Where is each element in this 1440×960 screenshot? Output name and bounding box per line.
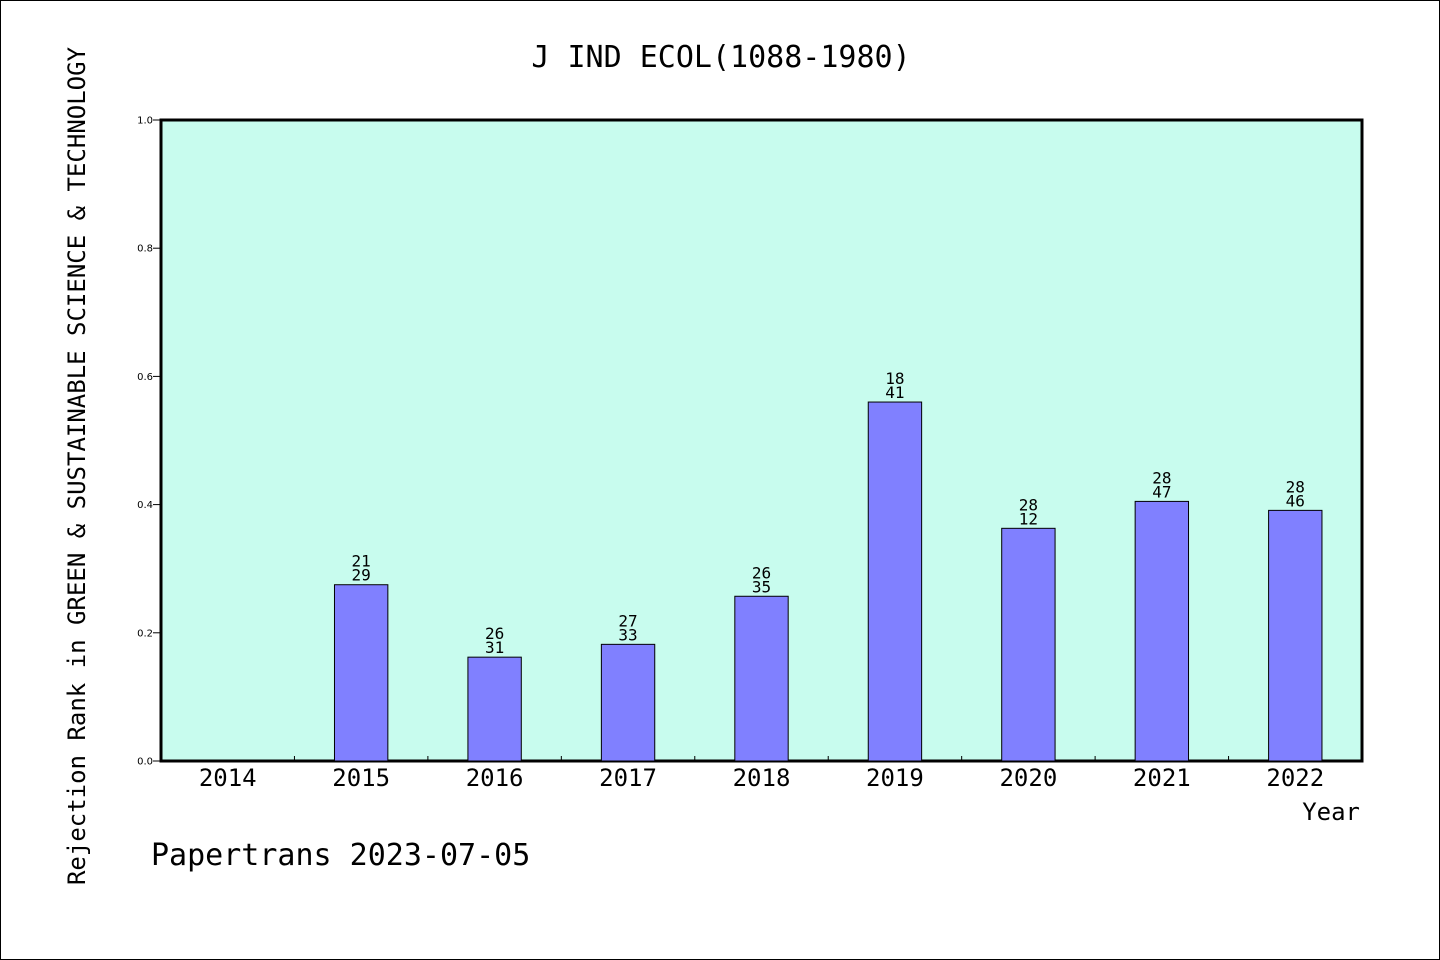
bar-label-bottom: 12 xyxy=(1019,509,1038,528)
bar-label-top: 18 xyxy=(885,369,904,388)
bar-2020 xyxy=(1001,527,1056,762)
y-tick-label: 0.8 xyxy=(137,244,153,255)
bar-label-top: 28 xyxy=(1152,468,1171,487)
x-tick-label: 2020 xyxy=(999,764,1057,792)
bar-label-top: 26 xyxy=(752,563,771,582)
footer-credit: Papertrans 2023-07-05 xyxy=(151,838,530,873)
bar-2018 xyxy=(734,595,789,762)
chart-title: J IND ECOL(1088-1980) xyxy=(531,40,910,75)
bar-label-top: 21 xyxy=(352,552,371,571)
bar-label-top: 28 xyxy=(1019,495,1038,514)
bars-group xyxy=(333,401,1323,762)
bar-label-bottom: 47 xyxy=(1152,482,1171,501)
bar-label-top: 28 xyxy=(1286,477,1305,496)
x-tick-label: 2018 xyxy=(733,764,791,792)
y-tick-label: 0.0 xyxy=(137,757,153,768)
x-tick-label: 2016 xyxy=(466,764,524,792)
x-tick-label: 2021 xyxy=(1133,764,1191,792)
y-axis-label: Rejection Rank in GREEN & SUSTAINABLE SC… xyxy=(63,46,91,885)
y-tick-label: 0.2 xyxy=(137,628,153,639)
bar-label-bottom: 33 xyxy=(618,625,637,644)
x-axis: 2014 2015 2016 2017 2018 2019 2020 2021 2022 xyxy=(199,756,1324,792)
y-tick-label: 0.4 xyxy=(137,500,153,511)
y-axis: 0.0 0.2 0.4 0.6 0.8 1.0 xyxy=(137,116,161,768)
y-tick-label: 1.0 xyxy=(137,116,153,127)
bar-2017 xyxy=(600,643,656,762)
y-tick-label: 0.6 xyxy=(137,372,153,383)
bar-2021 xyxy=(1134,500,1190,762)
bar-label-bottom: 29 xyxy=(352,566,371,585)
bar-2019 xyxy=(867,401,923,762)
bar-label-top: 26 xyxy=(485,624,504,643)
x-tick-label: 2014 xyxy=(199,764,257,792)
bar-2022 xyxy=(1268,509,1323,762)
x-tick-label: 2017 xyxy=(599,764,657,792)
bar-2015 xyxy=(333,584,389,762)
x-tick-label: 2015 xyxy=(332,764,390,792)
x-tick-label: 2019 xyxy=(866,764,924,792)
bar-label-top: 27 xyxy=(618,611,637,630)
bar-label-bottom: 35 xyxy=(752,577,771,596)
x-axis-label: Year xyxy=(1302,798,1360,826)
x-tick-label: 2022 xyxy=(1266,764,1324,792)
bar-2016 xyxy=(467,656,522,762)
bar-label-bottom: 46 xyxy=(1286,491,1305,510)
bar-label-bottom: 41 xyxy=(885,383,904,402)
bar-label-bottom: 31 xyxy=(485,638,504,657)
